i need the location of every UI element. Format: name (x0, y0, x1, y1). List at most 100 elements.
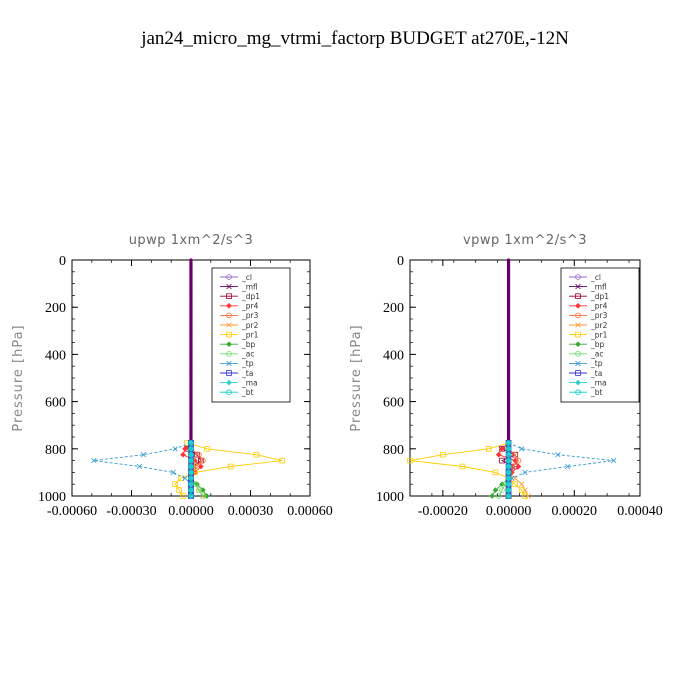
zero-line-point (506, 331, 511, 335)
chart-panel-2: vpwp 1xm^2/s^3 Pressure [hPa] 0 200 400 600 80… (349, 233, 663, 519)
zero-line-point (189, 400, 193, 404)
zero-line-point (506, 423, 511, 427)
series-point (188, 463, 194, 470)
series-point (172, 481, 178, 487)
zero-line-point (189, 348, 193, 352)
zero-line-point (506, 397, 511, 401)
zero-line-point (189, 430, 193, 434)
legend-label: _ma (241, 378, 258, 387)
series-point (196, 451, 202, 458)
zero-line-point (506, 265, 511, 269)
series-point (505, 493, 512, 499)
legend-marker (575, 312, 581, 319)
series-point (459, 463, 466, 470)
zero-line-point (506, 277, 511, 281)
zero-line-point (506, 359, 511, 364)
series-bt (505, 440, 512, 499)
legend-marker (575, 379, 581, 386)
series-point (176, 487, 182, 493)
zero-line-point (506, 282, 511, 286)
series-point (522, 469, 528, 476)
zero-line-point (189, 300, 193, 305)
zero-line-point (506, 362, 511, 366)
zero-line-point (506, 300, 511, 305)
zero-line-point (506, 338, 511, 342)
y-tick-label: 200 (383, 301, 404, 316)
zero-line-point (506, 355, 511, 359)
legend-label: _mfl (590, 282, 607, 291)
zero-line-point (506, 341, 511, 345)
series-point (188, 457, 194, 464)
y-axis-label: Pressure [hPa] (11, 324, 26, 431)
x-tick-label: -0.00020 (418, 504, 468, 519)
x-tick-label: 0.00030 (228, 504, 274, 519)
series-point (499, 487, 505, 493)
series-point (505, 481, 512, 488)
zero-line-point (506, 310, 511, 314)
zero-line-point (189, 286, 193, 290)
y-tick-label: 0 (397, 254, 404, 269)
series-point (515, 463, 522, 470)
series-point (492, 487, 499, 493)
zero-line-point (189, 374, 193, 378)
series-point (91, 457, 97, 464)
zero-line-point (506, 272, 511, 276)
legend-marker (575, 370, 581, 376)
legend-marker (575, 302, 581, 309)
series-point (512, 481, 518, 487)
series-point (188, 475, 194, 482)
y-tick-label: 400 (383, 348, 404, 363)
legend-label: _pr3 (590, 311, 608, 320)
zero-line-point (506, 291, 511, 295)
series-point (440, 451, 446, 458)
series-point (518, 487, 525, 493)
zero-line-point (506, 345, 511, 349)
zero-line-point (189, 392, 193, 397)
x-tick-label: 0.00060 (287, 504, 333, 519)
zero-line-point (189, 371, 193, 375)
zero-line-point (506, 381, 511, 385)
y-tick-label: 800 (383, 443, 404, 458)
zero-line-point (189, 331, 193, 335)
zero-line-point (189, 258, 193, 262)
zero-line-point (189, 369, 193, 373)
series-point (188, 487, 194, 493)
zero-line-point (189, 421, 193, 425)
series-point (172, 446, 178, 452)
legend-label: _pr4 (241, 302, 259, 311)
zero-line-point (506, 319, 511, 323)
zero-line-point (506, 279, 511, 283)
zero-line-point (189, 282, 193, 286)
series-point (200, 457, 206, 464)
legend-marker (226, 283, 232, 290)
zero-line-point (506, 352, 511, 356)
legend-label: _bt (241, 388, 254, 397)
zero-line-point (506, 374, 511, 378)
legend-label: _bt (590, 388, 603, 397)
zero-line-point (189, 338, 193, 342)
legend-label: _cl (241, 273, 252, 282)
legend-label: _pr1 (241, 330, 259, 339)
series-point (519, 481, 525, 487)
series-point (505, 487, 512, 493)
zero-line-point (506, 260, 511, 264)
x-tick-label: -0.00060 (47, 504, 97, 519)
chart-panel-1: upwp 1xm^2/s^3 Pressure [hPa] 0 200 400 600 80… (11, 233, 333, 519)
zero-line-point (189, 322, 193, 326)
series-point (200, 493, 206, 499)
zero-line-point (506, 376, 511, 380)
legend-marker (226, 370, 232, 376)
legend-label: _pr3 (241, 311, 259, 320)
zero-line-point (506, 286, 511, 290)
zero-line-point (189, 305, 193, 309)
zero-line-point (506, 433, 511, 437)
zero-line-point (189, 341, 193, 345)
zero-line-point (189, 329, 193, 333)
series-point (489, 493, 495, 499)
zero-line-point (506, 329, 511, 333)
series-point (525, 493, 531, 499)
zero-line-point (189, 265, 193, 269)
legend-label: _cl (590, 273, 601, 282)
y-tick-label: 800 (45, 443, 66, 458)
